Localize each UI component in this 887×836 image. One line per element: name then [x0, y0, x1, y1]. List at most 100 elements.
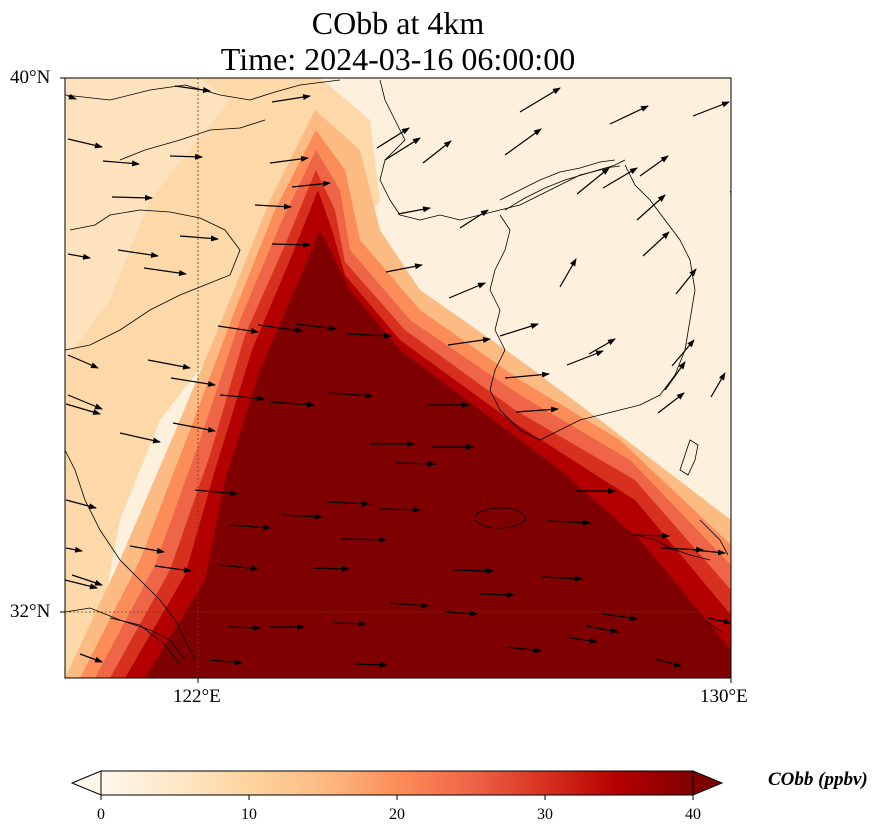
wind-arrow: [291, 180, 331, 188]
wind-arrow: [515, 406, 559, 413]
wind-arrow: [504, 128, 542, 156]
wind-arrow: [67, 93, 77, 100]
wind-arrow: [117, 249, 159, 258]
wind-arrow: [217, 325, 259, 334]
wind-arrow: [312, 565, 350, 572]
colorbar-tick-label: 10: [241, 806, 257, 823]
wind-arrow: [219, 564, 259, 572]
wind-arrow: [452, 567, 494, 574]
wind-arrow: [447, 337, 491, 346]
wind-arrow: [341, 536, 387, 543]
colorbar-gradient: [101, 771, 693, 795]
wind-arrow: [169, 153, 203, 160]
wind-arrow: [227, 624, 261, 631]
wind-arrow: [654, 658, 682, 668]
wind-vectors: [65, 85, 731, 668]
wind-arrow: [547, 519, 591, 526]
wind-arrow: [394, 460, 436, 467]
wind-arrow: [504, 371, 550, 379]
wind-arrow: [354, 661, 388, 668]
wind-arrow: [710, 372, 726, 398]
wind-arrow: [257, 324, 303, 334]
wind-arrow: [281, 513, 323, 520]
wind-arrow: [67, 354, 99, 369]
wind-arrow: [519, 87, 561, 113]
wind-arrow: [65, 579, 98, 590]
colorbar-tick-label: 20: [389, 806, 405, 823]
colorbar-title: CObb (ppbv): [768, 769, 868, 790]
wind-arrow: [209, 659, 243, 666]
lon-label-130e: 130°E: [700, 686, 748, 707]
wind-arrow: [326, 500, 370, 507]
wind-arrow: [129, 545, 165, 554]
wind-arrow: [602, 613, 638, 621]
wind-arrow: [65, 546, 83, 553]
wind-arrow: [506, 646, 542, 654]
wind-arrow: [632, 532, 670, 539]
wind-arrow: [219, 394, 265, 402]
wind-arrow: [172, 422, 216, 433]
wind-arrow: [227, 524, 271, 531]
wind-arrow: [143, 267, 187, 276]
wind-arrow: [541, 575, 583, 582]
colorbar-extend-low: [70, 770, 102, 796]
wind-arrow: [194, 489, 238, 497]
wind-arrow: [384, 137, 421, 161]
coastlines: [65, 79, 729, 666]
wind-arrow: [119, 432, 161, 444]
wind-arrow: [254, 203, 292, 210]
wind-arrow: [327, 392, 373, 399]
colorbar-tick-label: 30: [537, 806, 553, 823]
wind-arrow: [65, 403, 101, 415]
wind-arrow: [422, 140, 452, 164]
map-time-subtitle: Time: 2024-03-16 06:00:00: [220, 41, 576, 77]
wind-arrow: [707, 617, 731, 625]
colorbar-extend-high: [692, 770, 724, 796]
lat-label-40n: 40°N: [10, 67, 51, 88]
wind-arrow: [692, 101, 730, 117]
wind-arrow: [479, 591, 515, 598]
wind-arrow: [346, 332, 392, 339]
wind-arrow: [448, 282, 486, 299]
wind-arrow: [71, 574, 103, 586]
colorbar: [70, 770, 724, 800]
wind-arrow: [576, 167, 610, 195]
wind-arrow: [147, 359, 191, 370]
wind-arrow: [602, 167, 638, 189]
wind-arrow: [376, 127, 410, 149]
wind-arrow: [65, 499, 97, 510]
wind-arrow: [459, 209, 489, 229]
wind-arrow: [660, 546, 704, 553]
wind-arrow: [692, 549, 726, 556]
wind-arrow: [559, 258, 577, 288]
wind-arrow: [588, 338, 616, 355]
wind-arrow: [639, 155, 669, 177]
wind-arrow: [269, 155, 309, 164]
wind-arrow: [609, 105, 649, 125]
lat-label-32n: 32°N: [10, 601, 51, 622]
wind-arrow: [566, 636, 598, 644]
wind-arrow: [67, 138, 103, 149]
wind-arrow: [67, 253, 91, 260]
wind-arrow: [636, 194, 666, 221]
cobb-concentration-field: [65, 78, 731, 678]
wind-arrow: [657, 392, 685, 414]
wind-arrow: [271, 94, 311, 103]
wind-arrow: [389, 602, 429, 609]
wind-arrow: [154, 565, 192, 574]
wind-arrow: [271, 241, 311, 248]
wind-arrow: [385, 263, 423, 273]
wind-arrow: [585, 625, 619, 634]
colorbar-tick-label: 40: [685, 806, 701, 823]
wind-arrow: [671, 339, 695, 367]
graticule: [65, 78, 731, 678]
wind-arrow: [499, 323, 539, 337]
wind-arrow: [79, 653, 103, 663]
wind-arrow: [675, 268, 697, 295]
wind-arrow: [102, 160, 140, 167]
wind-arrow: [170, 377, 216, 387]
wind-arrow: [664, 361, 686, 391]
wind-arrow: [269, 401, 315, 408]
wind-arrow: [67, 394, 103, 410]
